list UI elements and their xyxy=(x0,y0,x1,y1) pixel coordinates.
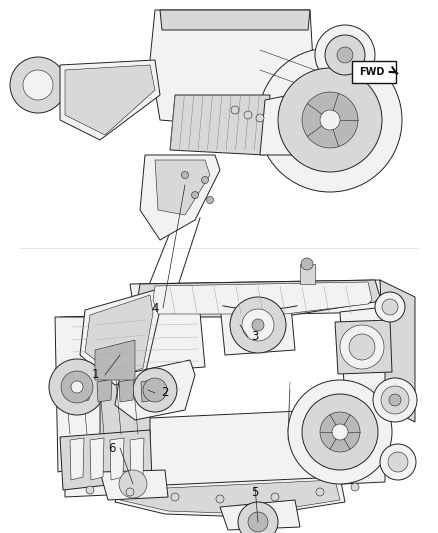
Polygon shape xyxy=(110,438,124,480)
Circle shape xyxy=(388,452,408,472)
Polygon shape xyxy=(90,438,104,480)
Polygon shape xyxy=(220,295,295,355)
Polygon shape xyxy=(335,320,392,374)
Polygon shape xyxy=(340,307,385,402)
Circle shape xyxy=(278,68,382,172)
Text: 1: 1 xyxy=(91,368,99,382)
Circle shape xyxy=(332,424,348,440)
Circle shape xyxy=(126,488,134,496)
Circle shape xyxy=(375,292,405,322)
Circle shape xyxy=(320,110,340,130)
Polygon shape xyxy=(115,360,195,420)
Polygon shape xyxy=(60,0,410,245)
Circle shape xyxy=(206,197,213,204)
Circle shape xyxy=(242,309,274,341)
Polygon shape xyxy=(130,280,385,317)
Polygon shape xyxy=(138,280,380,317)
Circle shape xyxy=(244,111,252,119)
Circle shape xyxy=(171,493,179,501)
Circle shape xyxy=(302,92,358,148)
Circle shape xyxy=(191,191,198,198)
Circle shape xyxy=(181,172,188,179)
Polygon shape xyxy=(380,280,415,422)
Polygon shape xyxy=(160,10,310,30)
Polygon shape xyxy=(260,90,315,155)
Circle shape xyxy=(258,48,402,192)
Circle shape xyxy=(380,444,416,480)
FancyBboxPatch shape xyxy=(352,61,396,83)
Circle shape xyxy=(231,106,239,114)
Circle shape xyxy=(373,378,417,422)
Circle shape xyxy=(349,334,375,360)
Circle shape xyxy=(337,47,353,63)
Circle shape xyxy=(271,493,279,501)
Circle shape xyxy=(256,114,264,122)
Polygon shape xyxy=(65,407,385,497)
Polygon shape xyxy=(155,160,210,215)
Circle shape xyxy=(248,512,268,532)
Polygon shape xyxy=(60,370,150,447)
Circle shape xyxy=(320,412,360,452)
Polygon shape xyxy=(220,500,300,530)
Polygon shape xyxy=(170,95,270,155)
Circle shape xyxy=(86,486,94,494)
Polygon shape xyxy=(119,379,134,402)
Polygon shape xyxy=(60,60,160,140)
Polygon shape xyxy=(85,295,153,378)
Circle shape xyxy=(302,394,378,470)
Circle shape xyxy=(49,359,105,415)
Polygon shape xyxy=(65,312,205,377)
Polygon shape xyxy=(80,290,160,385)
Circle shape xyxy=(71,381,83,393)
Polygon shape xyxy=(65,65,155,135)
Polygon shape xyxy=(115,477,345,517)
Circle shape xyxy=(201,176,208,183)
Circle shape xyxy=(143,378,167,402)
Circle shape xyxy=(316,488,324,496)
Circle shape xyxy=(23,70,53,100)
Polygon shape xyxy=(140,155,220,240)
Polygon shape xyxy=(100,470,168,500)
Polygon shape xyxy=(60,317,135,442)
Circle shape xyxy=(10,57,66,113)
Polygon shape xyxy=(97,379,112,402)
Circle shape xyxy=(351,483,359,491)
Polygon shape xyxy=(130,438,144,480)
Circle shape xyxy=(252,319,264,331)
Text: 6: 6 xyxy=(108,441,116,455)
Circle shape xyxy=(340,325,384,369)
Polygon shape xyxy=(55,317,100,472)
Polygon shape xyxy=(75,379,90,402)
Polygon shape xyxy=(120,480,340,514)
Circle shape xyxy=(389,394,401,406)
Text: 2: 2 xyxy=(161,386,169,400)
Polygon shape xyxy=(300,264,315,284)
Circle shape xyxy=(61,371,93,403)
Polygon shape xyxy=(141,379,156,402)
Circle shape xyxy=(315,25,375,85)
Circle shape xyxy=(230,297,286,353)
Polygon shape xyxy=(95,340,135,380)
Polygon shape xyxy=(153,282,372,314)
Text: 3: 3 xyxy=(251,330,259,343)
Circle shape xyxy=(301,258,313,270)
Polygon shape xyxy=(70,438,84,480)
Circle shape xyxy=(288,380,392,484)
Text: 4: 4 xyxy=(151,302,159,314)
Text: 5: 5 xyxy=(251,487,259,499)
Polygon shape xyxy=(20,262,420,530)
Circle shape xyxy=(381,386,409,414)
Polygon shape xyxy=(150,10,315,130)
Circle shape xyxy=(382,299,398,315)
Circle shape xyxy=(216,495,224,503)
Circle shape xyxy=(119,470,147,498)
Circle shape xyxy=(238,502,278,533)
Text: FWD: FWD xyxy=(359,67,385,77)
Polygon shape xyxy=(60,430,152,490)
Circle shape xyxy=(325,35,365,75)
Circle shape xyxy=(133,368,177,412)
